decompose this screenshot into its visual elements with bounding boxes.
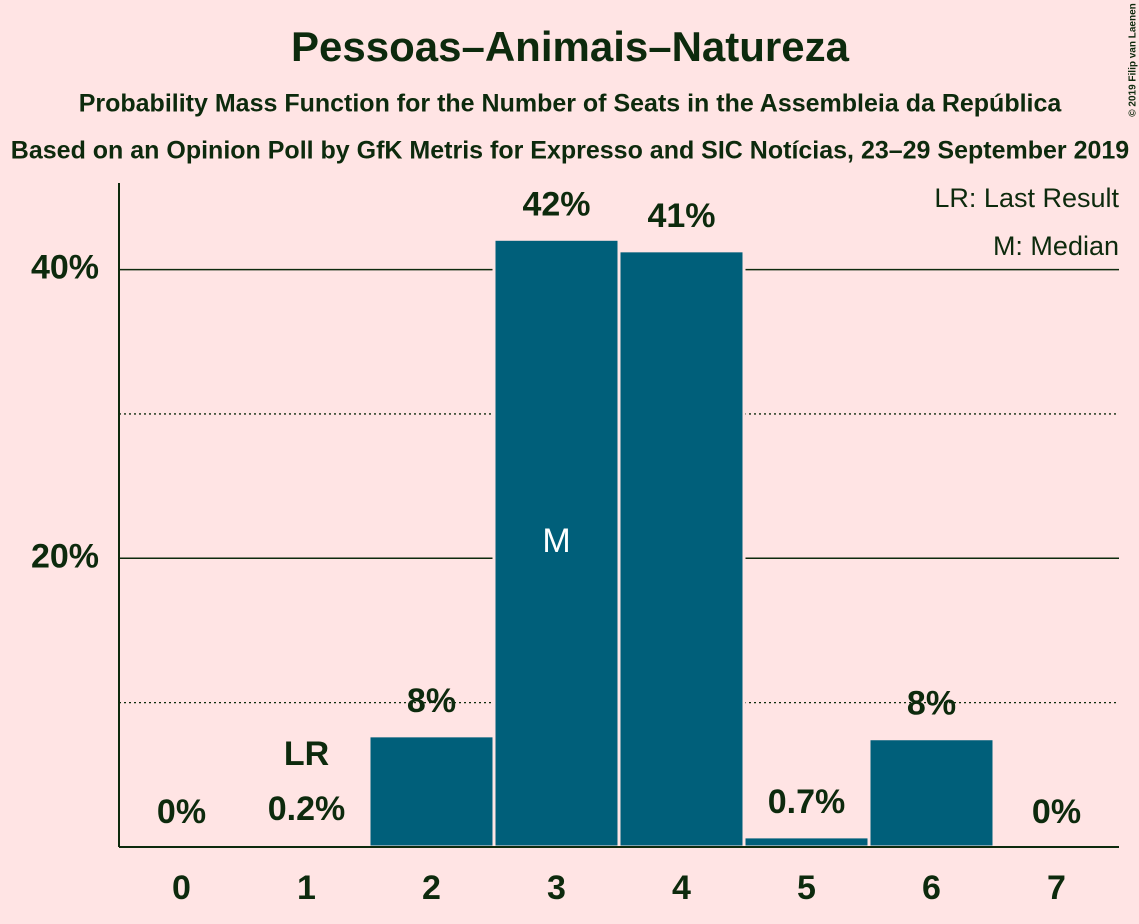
x-tick-label: 3	[547, 869, 566, 907]
bar	[492, 237, 621, 849]
x-tick-label: 6	[922, 869, 941, 907]
y-tick-label: 20%	[31, 537, 99, 575]
value-label: 41%	[647, 197, 715, 235]
bar	[617, 249, 746, 849]
value-label: 0.7%	[768, 783, 846, 821]
value-label: 0%	[1032, 793, 1081, 831]
chart-subtitle: Probability Mass Function for the Number…	[79, 90, 1063, 118]
x-tick-label: 5	[797, 869, 816, 907]
annotation: M	[542, 522, 570, 560]
value-label: 8%	[907, 685, 956, 723]
x-tick-label: 2	[422, 869, 441, 907]
x-tick-label: 1	[297, 869, 316, 907]
value-label: 8%	[407, 682, 456, 720]
x-tick-label: 7	[1047, 869, 1066, 907]
credit: © 2019 Filip van Laenen	[1128, 3, 1139, 117]
bar	[867, 737, 996, 849]
legend-entry: M: Median	[993, 231, 1119, 261]
legend-entry: LR: Last Result	[934, 183, 1119, 213]
value-label: 42%	[522, 185, 590, 223]
annotation: LR	[284, 735, 329, 773]
x-tick-label: 0	[172, 869, 191, 907]
chart-caption: Based on an Opinion Poll by GfK Metris f…	[11, 137, 1129, 165]
value-label: 0.2%	[268, 790, 346, 828]
bar	[742, 835, 871, 849]
bar	[367, 734, 496, 849]
y-tick-label: 40%	[31, 249, 99, 287]
chart-title: Pessoas–Animais–Natureza	[291, 23, 850, 70]
x-tick-label: 4	[672, 869, 691, 907]
value-label: 0%	[157, 793, 206, 831]
